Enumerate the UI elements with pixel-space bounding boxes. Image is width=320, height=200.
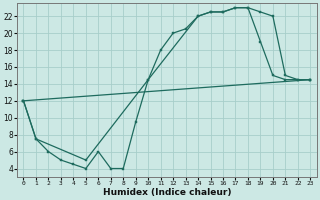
X-axis label: Humidex (Indice chaleur): Humidex (Indice chaleur) [103,188,231,197]
